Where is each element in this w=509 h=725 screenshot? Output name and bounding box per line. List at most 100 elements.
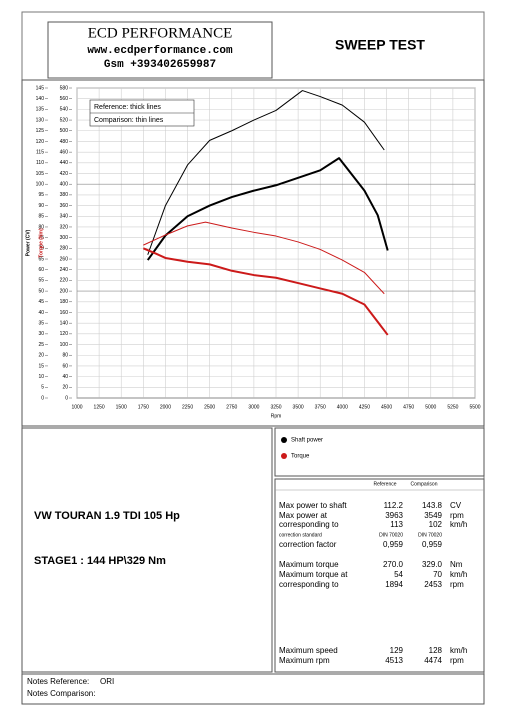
results-reference: 3963 bbox=[385, 511, 403, 520]
results-reference: 129 bbox=[390, 646, 404, 655]
results-unit: km/h bbox=[450, 646, 467, 655]
y2-tick-label: 380 bbox=[60, 192, 69, 198]
y-tick-label: 90 bbox=[38, 203, 44, 209]
x-tick-label: 5000 bbox=[425, 404, 436, 410]
results-column: Comparison bbox=[411, 481, 438, 487]
results-reference: 54 bbox=[394, 570, 403, 579]
results-label: Maximum torque at bbox=[279, 570, 348, 579]
results-comparison: 0,959 bbox=[422, 540, 443, 549]
results-comparison: 3549 bbox=[424, 511, 442, 520]
notes-reference: ORI bbox=[100, 677, 114, 686]
results-label: Max power to shaft bbox=[279, 501, 347, 510]
y2-tick-label: 260 bbox=[60, 256, 69, 262]
vehicle-stage: STAGE1 : 144 HP\329 Nm bbox=[34, 555, 166, 567]
y-tick-label: 85 bbox=[38, 214, 44, 220]
results-comparison: 4474 bbox=[424, 656, 442, 665]
vehicle-box bbox=[21, 427, 273, 673]
results-column: Reference bbox=[373, 481, 396, 487]
y2-tick-label: 320 bbox=[60, 224, 69, 230]
y2-tick-label: 440 bbox=[60, 160, 69, 166]
results-comparison: 2453 bbox=[424, 580, 442, 589]
results-label: corresponding to bbox=[279, 520, 339, 529]
results-unit: rpm bbox=[450, 656, 464, 665]
y2-tick-label: 420 bbox=[60, 171, 69, 177]
y2-tick-label: 180 bbox=[60, 299, 69, 305]
header-box bbox=[47, 21, 273, 79]
y-tick-label: 110 bbox=[36, 160, 44, 166]
y-tick-label: 0 bbox=[41, 395, 44, 401]
y2-tick-label: 500 bbox=[60, 128, 69, 134]
results-label: corresponding to bbox=[279, 580, 339, 589]
results-reference: DIN 70020 bbox=[379, 532, 403, 538]
x-tick-label: 5250 bbox=[447, 404, 458, 410]
x-tick-label: 4250 bbox=[359, 404, 370, 410]
y-tick-label: 60 bbox=[38, 267, 44, 273]
x-tick-label: 4500 bbox=[381, 404, 392, 410]
y2-tick-label: 200 bbox=[60, 288, 69, 294]
notes-box bbox=[21, 673, 485, 705]
phone: Gsm +393402659987 bbox=[104, 59, 216, 71]
notes-comparison-label: Notes Comparison: bbox=[27, 689, 95, 698]
y-tick-label: 145 bbox=[36, 85, 45, 91]
y2-tick-label: 580 bbox=[60, 85, 69, 91]
y-tick-label: 25 bbox=[38, 342, 44, 348]
legend-marker bbox=[281, 437, 287, 443]
x-tick-label: 3500 bbox=[293, 404, 304, 410]
results-label: correction standard bbox=[279, 532, 322, 538]
results-unit: Nm bbox=[450, 560, 463, 569]
y-tick-label: 135 bbox=[36, 107, 45, 113]
y-tick-label: 20 bbox=[38, 353, 44, 359]
results-reference: 4513 bbox=[385, 656, 403, 665]
y2-tick-label: 160 bbox=[60, 310, 69, 316]
y2-tick-label: 400 bbox=[60, 182, 69, 188]
y2-tick-label: 80 bbox=[62, 353, 68, 359]
y2-tick-label: 220 bbox=[60, 278, 69, 284]
y-tick-label: 35 bbox=[38, 321, 44, 327]
legend-box bbox=[274, 427, 485, 477]
y2-tick-label: 460 bbox=[60, 149, 69, 155]
notes-reference-label: Notes Reference: bbox=[27, 677, 89, 686]
annotation: Reference: thick lines bbox=[94, 104, 161, 111]
results-comparison: 102 bbox=[429, 520, 443, 529]
y2-tick-label: 360 bbox=[60, 203, 69, 209]
x-axis-label: Rpm bbox=[271, 413, 282, 419]
results-comparison: 329.0 bbox=[422, 560, 443, 569]
series-line bbox=[146, 157, 389, 261]
series-line bbox=[142, 247, 389, 336]
y-tick-label: 80 bbox=[38, 224, 44, 230]
y-tick-label: 100 bbox=[36, 182, 45, 188]
y-tick-label: 40 bbox=[38, 310, 44, 316]
y-tick-label: 65 bbox=[38, 256, 44, 262]
results-label: Maximum rpm bbox=[279, 656, 330, 665]
y2-tick-label: 520 bbox=[60, 117, 69, 123]
x-tick-label: 2500 bbox=[204, 404, 215, 410]
results-reference: 112.2 bbox=[384, 501, 404, 510]
y-tick-label: 105 bbox=[36, 171, 45, 177]
results-label: correction factor bbox=[279, 540, 337, 549]
x-tick-label: 1750 bbox=[138, 404, 149, 410]
y-tick-label: 75 bbox=[38, 235, 44, 241]
y2-tick-label: 340 bbox=[60, 214, 69, 220]
y2-tick-label: 280 bbox=[60, 246, 69, 252]
results-unit: CV bbox=[450, 501, 462, 510]
y-tick-label: 55 bbox=[38, 278, 44, 284]
report-title: SWEEP TEST bbox=[335, 37, 425, 53]
annotation: Comparison: thin lines bbox=[94, 117, 164, 124]
y-axis-label: Power (CV) bbox=[25, 229, 31, 256]
results-reference: 1894 bbox=[385, 580, 403, 589]
results-label: Maximum speed bbox=[279, 646, 338, 655]
y-tick-label: 50 bbox=[38, 288, 44, 294]
series-line bbox=[147, 90, 385, 255]
y2-tick-label: 140 bbox=[60, 321, 69, 327]
results-unit: rpm bbox=[450, 511, 464, 520]
results-comparison: 128 bbox=[429, 646, 443, 655]
y-tick-label: 5 bbox=[41, 385, 44, 391]
y-tick-label: 125 bbox=[36, 128, 45, 134]
website: www.ecdperformance.com bbox=[87, 45, 233, 57]
y2-tick-label: 480 bbox=[60, 139, 69, 145]
y2-axis-label: Torque (Nm) bbox=[38, 228, 44, 258]
y2-tick-label: 540 bbox=[60, 107, 69, 113]
x-tick-label: 5500 bbox=[469, 404, 480, 410]
y2-tick-label: 60 bbox=[62, 363, 68, 369]
